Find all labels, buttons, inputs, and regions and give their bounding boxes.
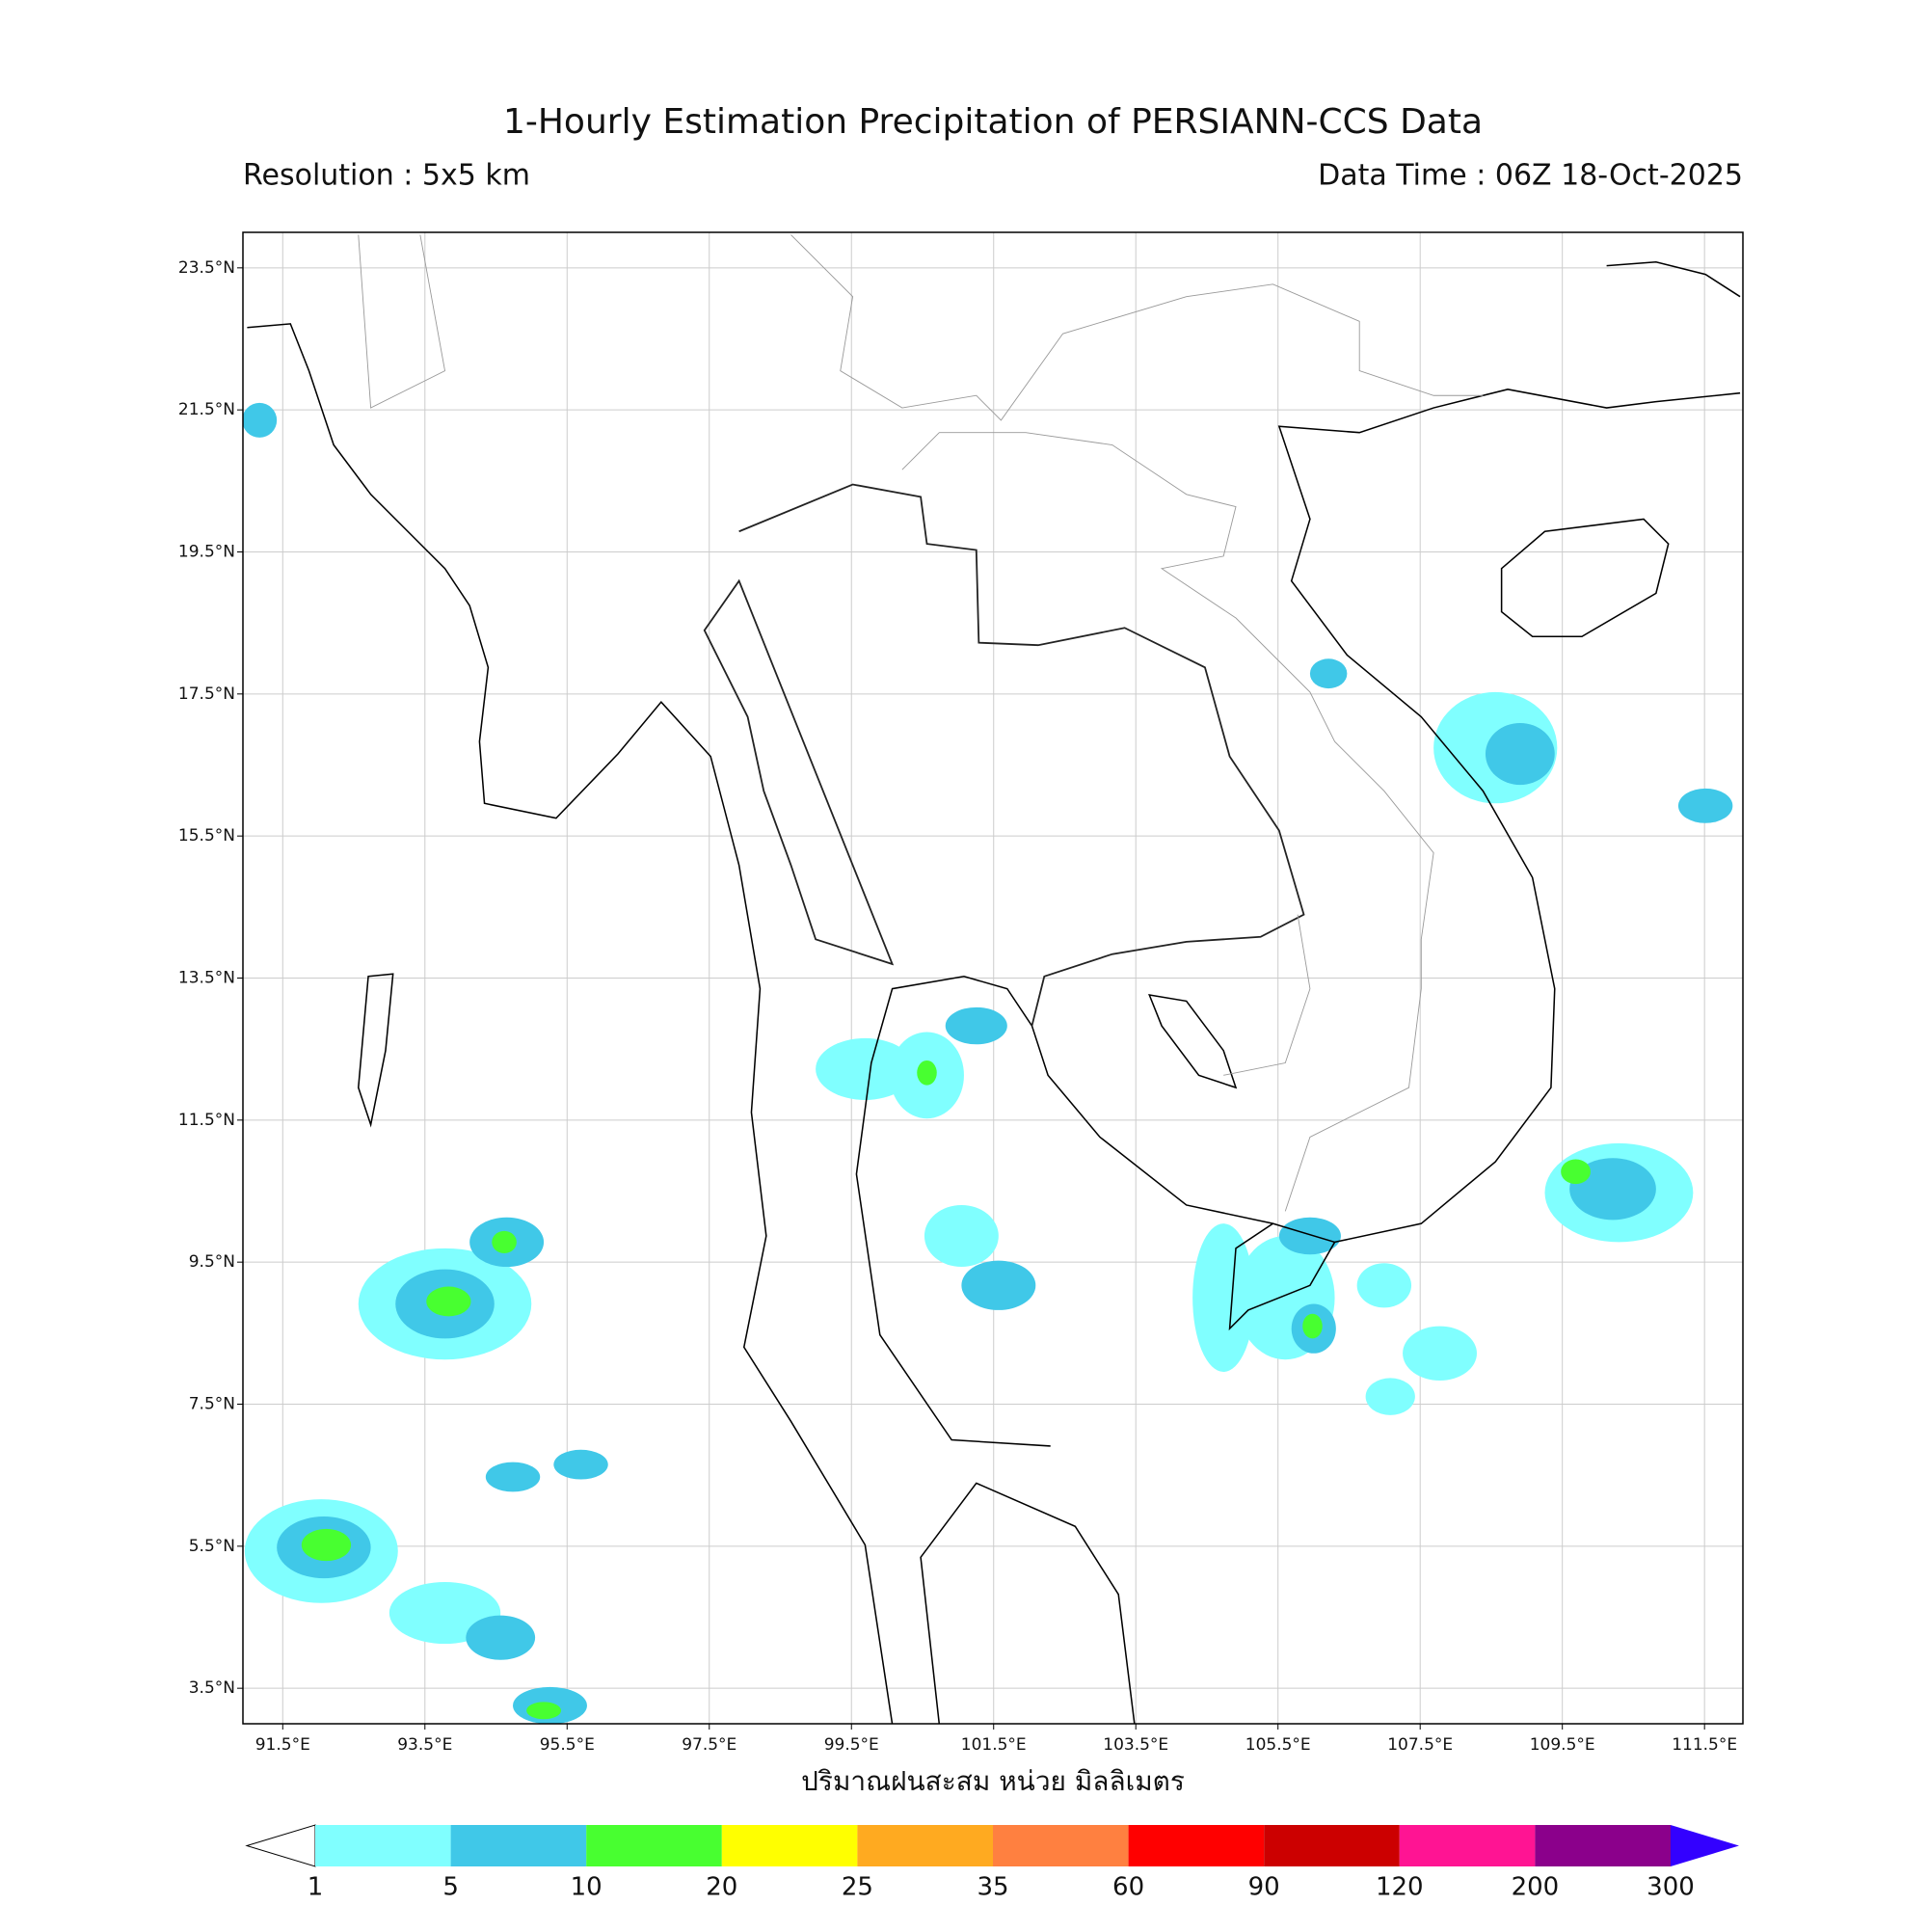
lon-tick-label: 101.5°E bbox=[961, 1735, 1027, 1755]
coastlines bbox=[247, 261, 1741, 1724]
colorbar-box bbox=[450, 1825, 587, 1866]
colorbar-over bbox=[1671, 1825, 1739, 1866]
ticks: 91.5°E 93.5°E 95.5°E 97.5°E 99.5°E 101.5°E 103… bbox=[178, 258, 1737, 1755]
grid bbox=[243, 232, 1743, 1724]
colorbar-label: 60 bbox=[1112, 1873, 1144, 1902]
lat-tick-label: 19.5°N bbox=[178, 543, 235, 562]
colorbar-box bbox=[1128, 1825, 1265, 1866]
lon-tick-label: 95.5°E bbox=[540, 1735, 595, 1755]
colorbar-box bbox=[1399, 1825, 1536, 1866]
colorbar-box bbox=[993, 1825, 1129, 1866]
lon-tick-label: 109.5°E bbox=[1530, 1735, 1595, 1755]
colorbar-box bbox=[721, 1825, 858, 1866]
lat-tick-label: 5.5°N bbox=[189, 1537, 235, 1556]
data-time: Data Time : 06Z 18-Oct-2025 bbox=[1318, 159, 1743, 193]
lat-tick-label: 11.5°N bbox=[178, 1111, 235, 1130]
resolution: Resolution : 5x5 km bbox=[243, 159, 530, 193]
lon-tick-label: 93.5°E bbox=[397, 1735, 452, 1755]
lon-tick-label: 99.5°E bbox=[824, 1735, 879, 1755]
lat-tick-label: 17.5°N bbox=[178, 684, 235, 704]
map-layer bbox=[243, 234, 1741, 1724]
colorbar-box bbox=[1264, 1825, 1400, 1866]
lat-tick-label: 23.5°N bbox=[178, 258, 235, 278]
lat-tick-label: 21.5°N bbox=[178, 400, 235, 419]
colorbar-box bbox=[1535, 1825, 1671, 1866]
colorbar-label: 10 bbox=[571, 1873, 602, 1902]
lon-tick-label: 111.5°E bbox=[1672, 1735, 1737, 1755]
colorbar-label: 300 bbox=[1647, 1873, 1695, 1902]
colorbar-label: 120 bbox=[1376, 1873, 1424, 1902]
map-shapes bbox=[243, 234, 1741, 1724]
colorbar-label: 1 bbox=[308, 1873, 324, 1902]
lon-tick-label: 91.5°E bbox=[255, 1735, 310, 1755]
lon-tick-label: 103.5°E bbox=[1103, 1735, 1168, 1755]
lat-tick-label: 13.5°N bbox=[178, 969, 235, 988]
colorbar-label: 25 bbox=[842, 1873, 873, 1902]
rain bbox=[243, 402, 1733, 1724]
colorbar-label: 20 bbox=[706, 1873, 737, 1902]
title: 1-Hourly Estimation Precipitation of PER… bbox=[503, 102, 1483, 142]
colorbar-under bbox=[245, 1824, 316, 1867]
colorbar-box bbox=[586, 1825, 722, 1866]
lon-tick-label: 105.5°E bbox=[1245, 1735, 1311, 1755]
lon-tick-label: 97.5°E bbox=[682, 1735, 736, 1755]
colorbar-label: 35 bbox=[977, 1873, 1008, 1902]
lon-tick-label: 107.5°E bbox=[1387, 1735, 1453, 1755]
colorbar-box bbox=[315, 1825, 451, 1866]
colorbar: 1 5 10 20 25 35 60 90 120 200 300 bbox=[245, 1824, 1739, 1902]
borders bbox=[703, 483, 1305, 1027]
colorbar-label: 200 bbox=[1512, 1873, 1560, 1902]
colorbar-label: 90 bbox=[1248, 1873, 1280, 1902]
lat-tick-label: 9.5°N bbox=[189, 1252, 235, 1272]
admin-lines bbox=[358, 234, 1484, 1212]
lat-tick-label: 15.5°N bbox=[178, 826, 235, 845]
lat-tick-label: 7.5°N bbox=[189, 1395, 235, 1414]
colorbar-box bbox=[857, 1825, 993, 1866]
colorbar-label: 5 bbox=[442, 1873, 459, 1902]
lat-tick-label: 3.5°N bbox=[189, 1678, 235, 1698]
axis-label: ปริมาณฝนสะสม หน่วย มิลลิเมตร bbox=[801, 1765, 1185, 1797]
